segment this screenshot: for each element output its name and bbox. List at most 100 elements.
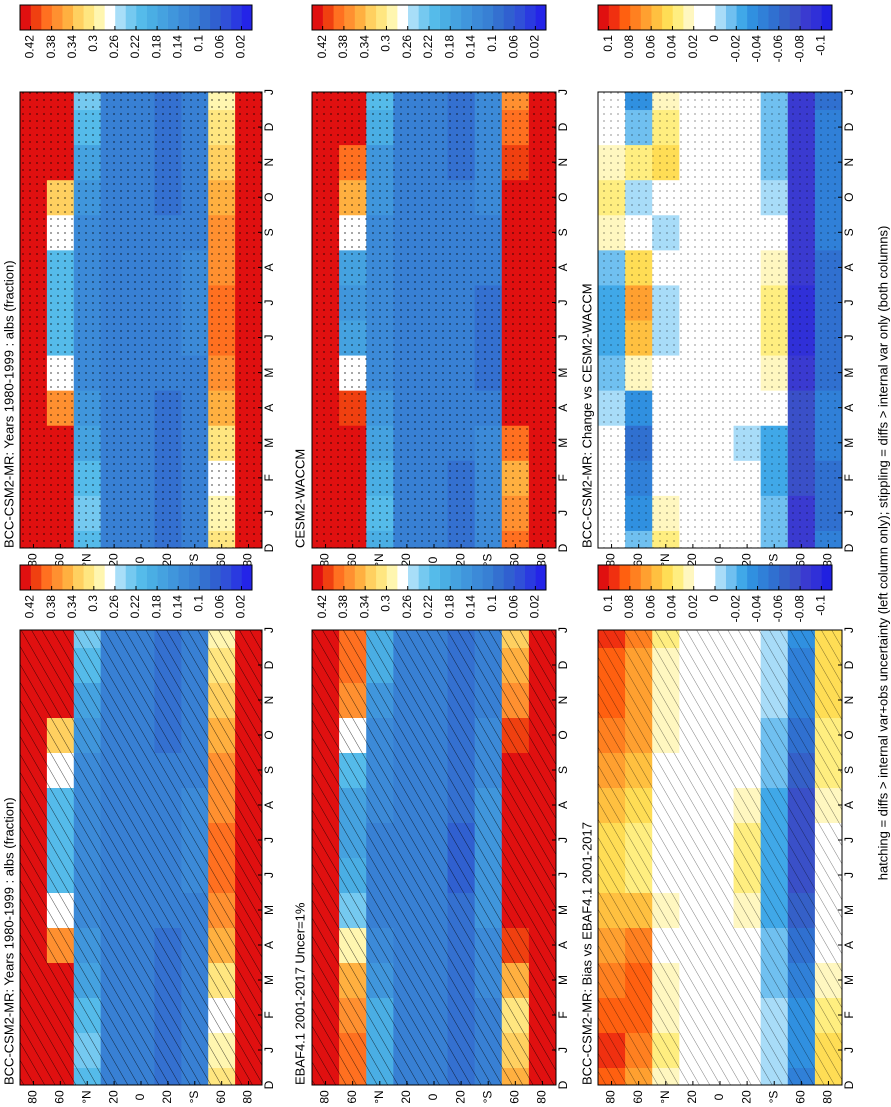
y-tick-label: 60 — [794, 1090, 808, 1104]
x-tick-label: M — [262, 975, 276, 985]
colorbar-label: 0.02 — [234, 35, 248, 59]
x-tick-label: D — [556, 660, 570, 669]
colorbar-label: -0.06 — [771, 35, 785, 63]
y-tick-label: 20 — [106, 553, 120, 567]
y-tick-label: 0 — [426, 1093, 440, 1100]
colorbar-swatch — [199, 565, 211, 590]
colorbar-label: 0.22 — [421, 35, 435, 59]
colorbar-swatch — [482, 565, 494, 590]
colorbar-swatch — [471, 5, 483, 30]
colorbar-swatch — [343, 565, 355, 590]
x-tick-label: S — [262, 228, 276, 236]
hatching — [312, 630, 556, 1085]
colorbar-swatch — [241, 5, 253, 30]
colorbar-swatch — [598, 5, 609, 30]
x-tick-label: J — [556, 299, 570, 305]
colorbar-swatch — [30, 565, 42, 590]
y-tick-label: 20 — [739, 553, 753, 567]
y-tick-label: 20 — [399, 553, 413, 567]
colorbar-swatch — [725, 5, 737, 30]
colorbar-swatch — [535, 565, 547, 590]
y-tick-label: 60 — [631, 553, 645, 567]
x-tick-label: D — [556, 122, 570, 131]
x-tick-label: M — [842, 438, 856, 448]
x-tick-label: F — [556, 474, 570, 481]
x-tick-label: D — [842, 543, 856, 552]
colorbar-label: 0.06 — [506, 595, 520, 619]
colorbar-swatch — [482, 5, 494, 30]
colorbar-swatch — [492, 5, 504, 30]
y-tick-label: 0 — [426, 556, 440, 563]
colorbar-swatch — [661, 565, 673, 590]
colorbar-label: 0.1 — [601, 35, 615, 52]
colorbar-label: 0.18 — [442, 35, 456, 59]
colorbar-swatch — [354, 5, 366, 30]
colorbar-swatch — [778, 565, 790, 590]
y-tick-label: 0 — [133, 1093, 147, 1100]
x-tick-label: A — [842, 263, 856, 271]
y-tick-label: 80 — [604, 1090, 618, 1104]
panel-title: BCC-CSM2-MR: Years 1980-1999 : albs (fra… — [1, 260, 16, 548]
x-tick-label: J — [842, 510, 856, 516]
colorbar-swatch — [51, 5, 63, 30]
colorbar-swatch — [220, 565, 232, 590]
hatching — [598, 630, 842, 1085]
colorbar-swatch — [386, 565, 398, 590]
x-tick-label: J — [262, 89, 276, 95]
colorbar-swatch — [418, 5, 430, 30]
x-tick-label: M — [842, 975, 856, 985]
x-tick-label: M — [556, 905, 570, 915]
y-tick-label: 60 — [794, 553, 808, 567]
hatching — [20, 630, 262, 1085]
y-tick-label: 20 — [685, 1090, 699, 1104]
y-tick-label: 60 — [345, 553, 359, 567]
x-tick-label: J — [556, 872, 570, 878]
footnote: hatching = diffs > internal var+obs unce… — [875, 226, 890, 881]
colorbar-label: 0.34 — [65, 35, 79, 59]
panel-title: EBAF4.1 2001-2017 Uncer=1% — [292, 902, 307, 1085]
colorbar-swatch — [83, 5, 95, 30]
x-tick-label: N — [556, 158, 570, 167]
colorbar-label: 0.42 — [23, 595, 37, 619]
y-tick-label: 20 — [106, 1090, 120, 1104]
x-tick-label: J — [262, 1047, 276, 1053]
y-tick-label: 80 — [821, 1090, 835, 1104]
x-tick-label: J — [842, 1047, 856, 1053]
y-tick-label: °N — [658, 1090, 672, 1103]
y-tick-label: 20 — [453, 553, 467, 567]
colorbar-swatch — [312, 5, 323, 30]
colorbar-swatch — [386, 5, 398, 30]
y-tick-label: 20 — [399, 1090, 413, 1104]
x-tick-label: S — [262, 766, 276, 774]
y-tick-label: °N — [658, 553, 672, 566]
colorbar-swatch — [736, 565, 748, 590]
colorbar-label: 0.26 — [400, 595, 414, 619]
x-tick-label: O — [556, 193, 570, 202]
x-tick-label: J — [262, 299, 276, 305]
colorbar-swatch — [188, 5, 200, 30]
colorbar-label: 0.42 — [315, 35, 329, 59]
colorbar-swatch — [188, 565, 200, 590]
overlays — [20, 92, 842, 1085]
colorbar-swatch — [167, 565, 179, 590]
x-tick-label: M — [842, 905, 856, 915]
colorbar-label: 0.34 — [357, 595, 371, 619]
colorbar-swatch — [736, 5, 748, 30]
colorbar-label: 0.38 — [336, 595, 350, 619]
colorbar-swatch — [683, 565, 695, 590]
x-tick-label: F — [842, 1011, 856, 1018]
colorbar-swatch — [821, 565, 833, 590]
y-tick-label: °S — [187, 554, 201, 567]
x-tick-label: A — [556, 801, 570, 809]
colorbar-swatch — [241, 565, 253, 590]
y-tick-label: 60 — [631, 1090, 645, 1104]
x-tick-label: D — [556, 1080, 570, 1089]
colorbar-label: 0.08 — [622, 595, 636, 619]
colorbar-swatch — [230, 5, 242, 30]
x-tick-label: J — [842, 837, 856, 843]
colorbar-swatch — [640, 565, 652, 590]
colorbar-swatch — [407, 565, 419, 590]
x-tick-label: A — [262, 801, 276, 809]
colorbar-swatch — [136, 5, 147, 30]
colorbar-swatch — [768, 5, 780, 30]
